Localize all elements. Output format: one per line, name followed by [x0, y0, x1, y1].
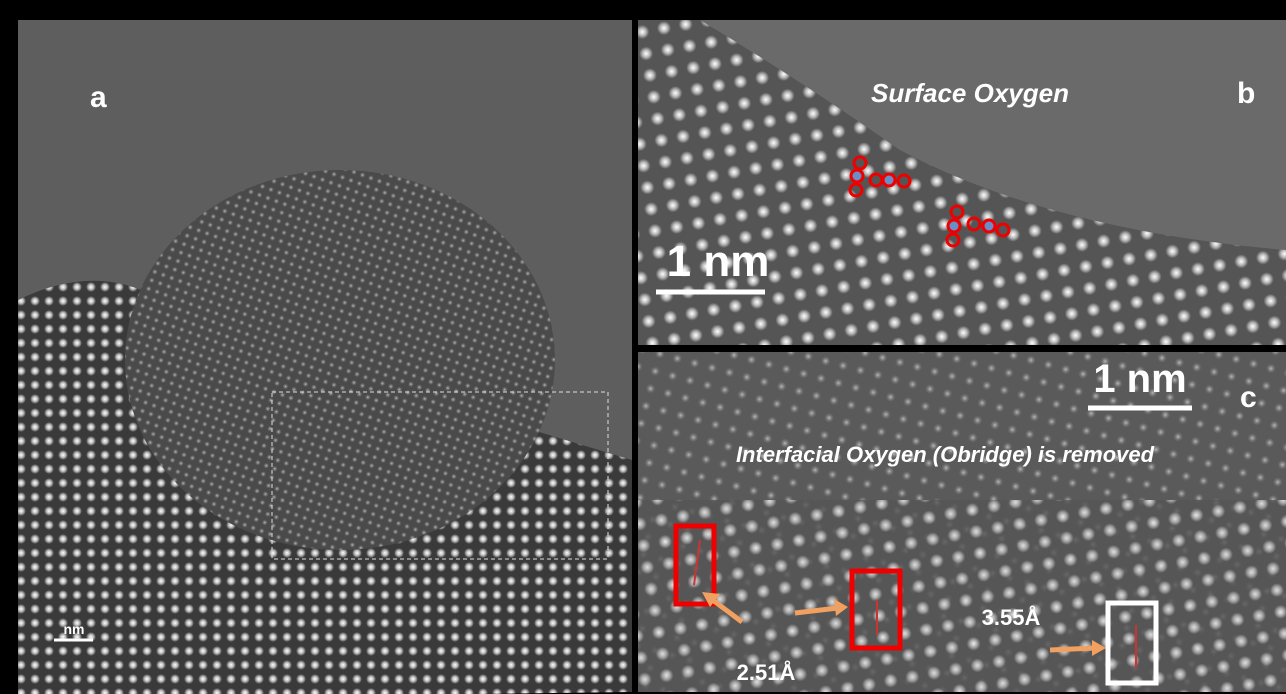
panel-b: Surface Oxygen b 1 nm	[638, 20, 1286, 345]
panel-label: b	[1237, 77, 1255, 110]
panel-title: Surface Oxygen	[871, 78, 1069, 108]
figure: a nm Surface Oxygen b 1 nm 1 nm c Interf…	[0, 0, 1286, 694]
caption: Interfacial Oxygen (Obridge) is removed	[736, 442, 1155, 467]
scale-bar-label: 1 nm	[667, 237, 770, 286]
scale-bar-label: 1 nm	[1093, 357, 1186, 401]
distance-label: 2.51Å	[737, 659, 796, 685]
panel-c: 1 nm c Interfacial Oxygen (Obridge) is r…	[638, 352, 1286, 692]
panel-label: c	[1240, 381, 1257, 414]
panel-label: a	[90, 81, 107, 114]
panel-a: a nm	[18, 20, 632, 694]
distance-label: 3.55Å	[982, 604, 1041, 630]
scale-bar-label: nm	[64, 621, 85, 637]
